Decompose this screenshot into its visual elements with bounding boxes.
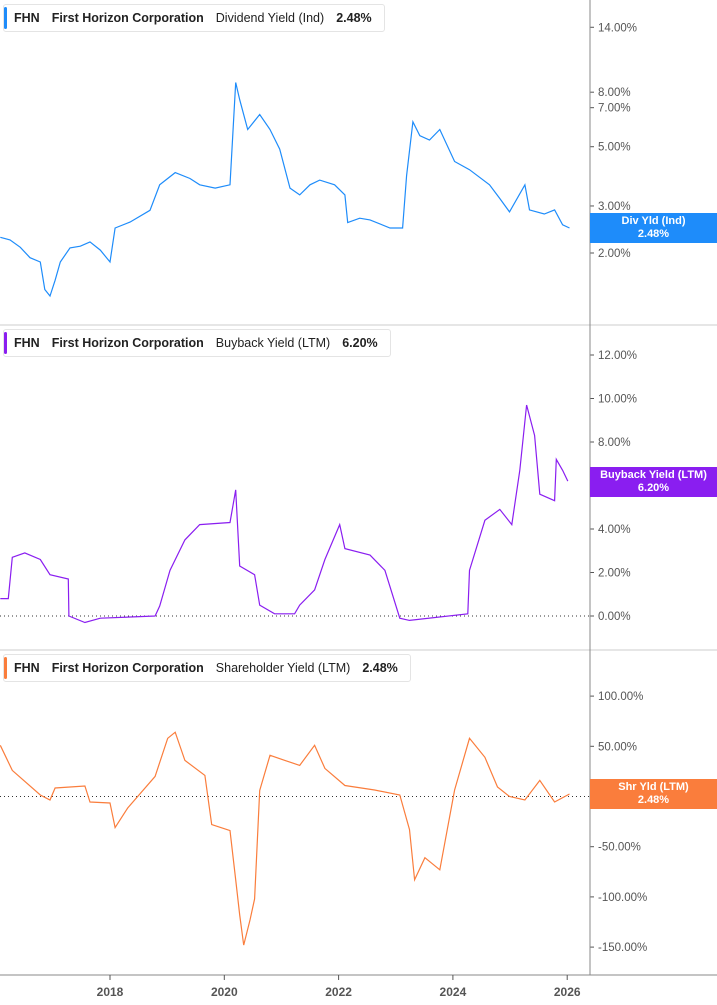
- badge-value: 2.48%: [637, 228, 670, 240]
- series-line-1: [0, 404, 569, 624]
- y-tick-label: 100.00%: [598, 691, 643, 703]
- series-color-marker: [4, 657, 7, 679]
- x-tick-label: 2022: [325, 985, 352, 999]
- y-tick-label: 0.00%: [598, 611, 631, 623]
- badge-label: Div Yld (Ind): [621, 215, 686, 227]
- panel-header-shareholder: FHN First Horizon Corporation Shareholde…: [3, 654, 411, 682]
- x-tick-label: 2018: [97, 985, 124, 999]
- y-tick-label: -150.00%: [598, 942, 647, 954]
- y-tick-label: -50.00%: [598, 842, 641, 854]
- y-tick-label: 2.00%: [598, 568, 631, 580]
- y-tick-label: 3.00%: [598, 201, 631, 213]
- metric-value: 6.20%: [342, 336, 378, 350]
- company-name: First Horizon Corporation: [51, 661, 204, 675]
- panel-header-buyback: FHN First Horizon Corporation Buyback Yi…: [3, 329, 391, 357]
- y-tick-label: 8.00%: [598, 87, 631, 99]
- current-value-badge-shareholder: Shr Yld (LTM) 2.48%: [590, 779, 717, 809]
- x-tick-label: 2024: [440, 985, 467, 999]
- y-tick-label: 12.00%: [598, 350, 637, 362]
- current-value-badge-buyback: Buyback Yield (LTM) 6.20%: [590, 467, 717, 497]
- y-tick-label: 8.00%: [598, 437, 631, 449]
- panel-header-dividend: FHN First Horizon Corporation Dividend Y…: [3, 4, 385, 32]
- series-line-2: [0, 731, 570, 946]
- y-tick-label: 4.00%: [598, 524, 631, 536]
- y-tick-label: 2.00%: [598, 248, 631, 260]
- metric-name: Buyback Yield (LTM): [215, 336, 331, 350]
- metric-value: 2.48%: [336, 11, 372, 25]
- metric-value: 2.48%: [362, 661, 398, 675]
- metric-name: Shareholder Yield (LTM): [215, 661, 351, 675]
- company-name: First Horizon Corporation: [51, 336, 204, 350]
- y-tick-label: 14.00%: [598, 22, 637, 34]
- x-tick-label: 2020: [211, 985, 238, 999]
- x-tick-label: 2026: [554, 985, 581, 999]
- y-tick-label: -100.00%: [598, 892, 647, 904]
- badge-value: 2.48%: [637, 794, 670, 806]
- ticker: FHN: [14, 336, 40, 350]
- ticker: FHN: [14, 661, 40, 675]
- y-tick-label: 50.00%: [598, 741, 637, 753]
- metric-name: Dividend Yield (Ind): [215, 11, 325, 25]
- badge-label: Buyback Yield (LTM): [600, 469, 707, 481]
- badge-value: 6.20%: [637, 482, 670, 494]
- company-name: First Horizon Corporation: [51, 11, 204, 25]
- y-tick-label: 7.00%: [598, 103, 631, 115]
- ticker: FHN: [14, 11, 40, 25]
- y-tick-label: 5.00%: [598, 142, 631, 154]
- series-color-marker: [4, 332, 7, 354]
- current-value-badge-dividend: Div Yld (Ind) 2.48%: [590, 213, 717, 243]
- y-tick-label: 10.00%: [598, 394, 637, 406]
- series-color-marker: [4, 7, 7, 29]
- series-line-0: [0, 82, 570, 298]
- badge-label: Shr Yld (LTM): [618, 781, 689, 793]
